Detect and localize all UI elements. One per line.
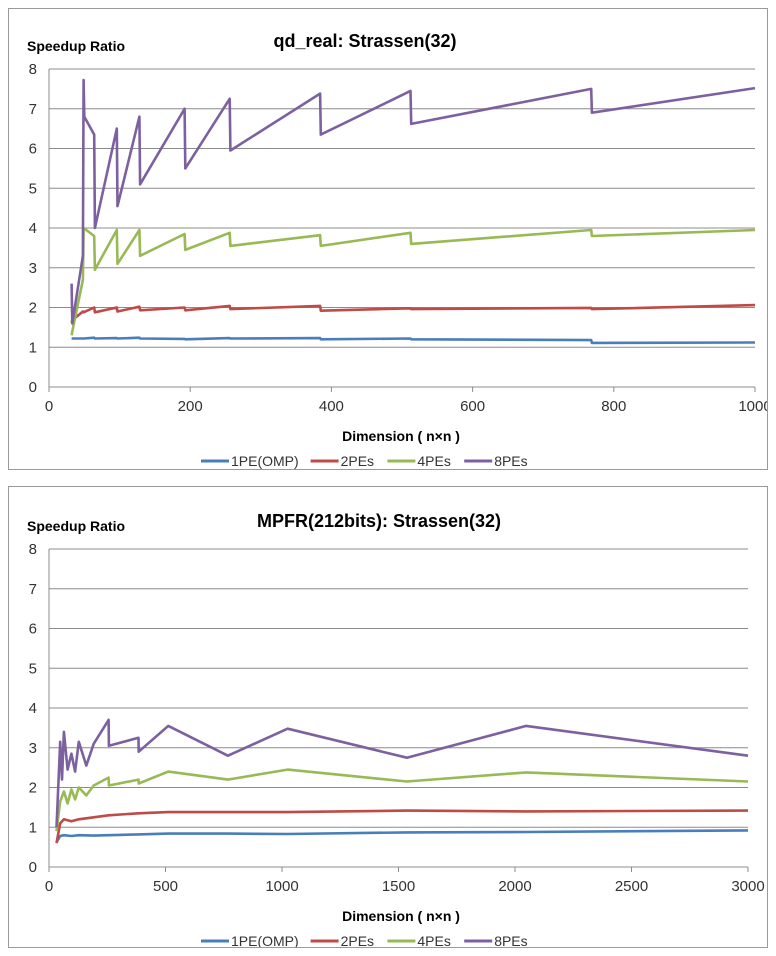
legend-label-1pe-omp: 1PE(OMP) <box>231 933 299 947</box>
y-tick-label: 4 <box>29 220 37 237</box>
series-line-1pe-omp <box>55 829 749 844</box>
legend-label-8pes: 8PEs <box>494 933 527 947</box>
x-axis-label: Dimension ( n×n ) <box>342 908 460 924</box>
chart-panel-mpfr: 0 1 2 3 4 5 6 7 8 0 500 1000 1500 2000 2500 3000 Speed… <box>8 486 768 948</box>
x-tick-label: 0 <box>45 398 53 415</box>
legend-label-4pes: 4PEs <box>417 453 450 469</box>
series-line-4pes <box>70 226 756 336</box>
y-axis-label: Speedup Ratio <box>27 518 125 534</box>
y-tick-label: 2 <box>29 780 37 797</box>
y-tick-label: 3 <box>29 740 37 757</box>
y-tick-label: 8 <box>29 61 37 78</box>
x-tick-label: 1500 <box>382 878 415 895</box>
x-tick-label: 2000 <box>498 878 531 895</box>
y-tick-label: 6 <box>29 141 37 158</box>
x-tick-label: 3000 <box>731 878 764 895</box>
chart-title: MPFR(212bits): Strassen(32) <box>257 511 501 531</box>
series-line-1pe-omp <box>70 336 756 345</box>
y-tick-label: 8 <box>29 541 37 558</box>
chart-svg-qd-real: 0 1 2 3 4 5 6 7 8 0 200 400 600 800 1000 Speedup Rati… <box>27 31 767 469</box>
series-line-2pes <box>70 303 756 323</box>
x-axis-label: Dimension ( n×n ) <box>342 428 460 444</box>
legend-label-8pes: 8PEs <box>494 453 527 469</box>
y-tick-label: 0 <box>29 859 37 876</box>
x-tick-label: 0 <box>45 878 53 895</box>
y-tick-label: 6 <box>29 621 37 638</box>
legend-label-1pe-omp: 1PE(OMP) <box>231 453 299 469</box>
x-tick-label: 1000 <box>738 398 767 415</box>
y-axis-label: Speedup Ratio <box>27 38 125 54</box>
y-tick-label: 2 <box>29 300 37 317</box>
y-tick-label: 3 <box>29 260 37 277</box>
legend-label-2pes: 2PEs <box>341 453 374 469</box>
chart-title: qd_real: Strassen(32) <box>273 31 456 51</box>
x-tick-label: 2500 <box>615 878 648 895</box>
y-tick-label: 5 <box>29 180 37 197</box>
x-tick-label: 1000 <box>265 878 298 895</box>
x-tick-label: 400 <box>319 398 344 415</box>
y-tick-label: 5 <box>29 660 37 677</box>
chart-panel-qd-real: 0 1 2 3 4 5 6 7 8 0 200 400 600 800 1000 Speedup Rati… <box>8 8 768 470</box>
series-line-8pes <box>55 718 749 828</box>
legend-label-4pes: 4PEs <box>417 933 450 947</box>
series-line-8pes <box>70 78 756 325</box>
series-line-2pes <box>55 809 749 844</box>
x-tick-label: 200 <box>178 398 203 415</box>
y-tick-label: 7 <box>29 581 37 598</box>
legend-label-2pes: 2PEs <box>341 933 374 947</box>
x-tick-label: 600 <box>460 398 485 415</box>
chart-svg-mpfr: 0 1 2 3 4 5 6 7 8 0 500 1000 1500 2000 2500 3000 Speed… <box>27 511 765 947</box>
y-tick-label: 4 <box>29 700 37 717</box>
y-tick-label: 1 <box>29 819 37 836</box>
y-tick-label: 7 <box>29 101 37 118</box>
y-tick-label: 0 <box>29 379 37 396</box>
x-tick-label: 800 <box>601 398 626 415</box>
y-tick-label: 1 <box>29 339 37 356</box>
x-tick-label: 500 <box>153 878 178 895</box>
series-line-4pes <box>55 768 749 832</box>
